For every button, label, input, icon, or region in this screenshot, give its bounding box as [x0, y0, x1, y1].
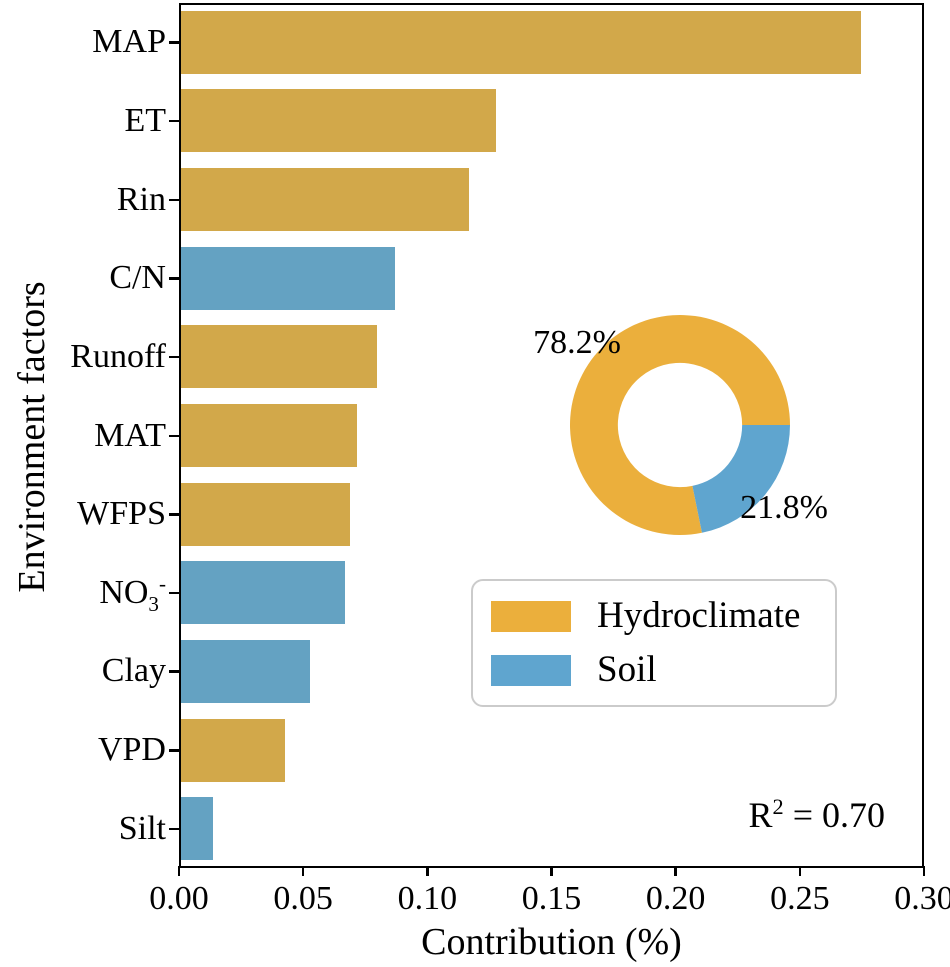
y-tick-label: NO3-	[6, 571, 166, 615]
x-tick-mark	[177, 866, 181, 876]
pie-label-soil: 21.8%	[740, 489, 828, 526]
y-tick-label: ET	[6, 99, 166, 143]
text-fragment: C/N	[109, 259, 166, 297]
y-tick-label: WFPS	[6, 492, 166, 536]
y-tick-label: VPD	[6, 728, 166, 772]
x-tick-mark	[922, 866, 926, 876]
text-fragment: Runoff	[70, 337, 166, 375]
text-fragment: Clay	[101, 652, 166, 690]
x-tick-mark	[301, 866, 305, 876]
text-fragment: R	[748, 795, 773, 835]
text-fragment: VPD	[97, 731, 166, 769]
x-tick-label: 0.25	[770, 880, 830, 917]
donut-svg	[570, 315, 790, 535]
text-fragment: WFPS	[77, 495, 166, 533]
text-fragment: MAT	[94, 416, 166, 454]
r-squared-annotation: R2 = 0.70	[690, 794, 885, 836]
x-tick-mark	[550, 866, 553, 876]
bar-runoff	[181, 325, 377, 389]
x-tick-label: 0.20	[645, 880, 706, 917]
y-tick-mark	[169, 41, 179, 44]
donut-chart	[566, 311, 794, 539]
legend: Hydroclimate Soil	[471, 579, 837, 707]
pie-slice-soil	[692, 425, 790, 533]
y-tick-label: Clay	[6, 649, 166, 693]
text-fragment: ET	[124, 101, 166, 139]
x-tick-mark	[426, 866, 429, 876]
text-fragment: Silt	[118, 809, 166, 847]
x-tick-label: 0.05	[273, 880, 333, 917]
bar-vpd	[181, 718, 285, 782]
y-tick-label: Silt	[6, 807, 166, 851]
pie-slice-hydroclimate	[570, 315, 790, 535]
legend-item: Soil	[491, 649, 817, 691]
legend-item: Hydroclimate	[491, 595, 817, 637]
bar-no3	[181, 561, 345, 625]
y-tick-label: MAP	[6, 20, 166, 64]
plot-area	[179, 3, 924, 868]
bar-wfps	[181, 482, 350, 546]
legend-swatch-hydroclimate	[491, 600, 571, 632]
bar-et	[181, 89, 496, 153]
y-tick-mark	[169, 749, 179, 752]
bar-clay	[181, 639, 310, 703]
y-tick-mark	[169, 670, 179, 673]
legend-label: Soil	[597, 649, 657, 690]
y-tick-mark	[169, 827, 179, 831]
y-tick-label: MAT	[6, 414, 166, 458]
x-tick-label: 0.15	[521, 880, 582, 917]
text-fragment: 3	[148, 591, 159, 616]
bar-map	[181, 10, 861, 74]
x-axis-title: Contribution (%)	[421, 921, 682, 963]
y-tick-mark	[169, 198, 179, 202]
bar-rin	[181, 168, 469, 232]
bar-silt	[181, 797, 213, 861]
y-tick-label: Rin	[6, 178, 166, 222]
y-tick-mark	[169, 119, 179, 123]
text-fragment: NO	[99, 573, 149, 611]
x-tick-mark	[674, 866, 677, 876]
text-fragment: = 0.70	[783, 795, 885, 835]
y-tick-label: C/N	[6, 256, 166, 300]
legend-swatch-soil	[491, 654, 571, 686]
x-tick-label: 0.00	[149, 880, 209, 917]
x-tick-label: 0.30	[894, 880, 950, 917]
text-fragment: Rin	[116, 180, 166, 218]
pie-label-hydroclimate: 78.2%	[533, 324, 621, 361]
y-tick-mark	[169, 513, 179, 516]
y-tick-mark	[169, 434, 179, 437]
text-fragment: -	[158, 571, 166, 596]
text-fragment: MAP	[92, 23, 166, 61]
y-tick-label: Runoff	[6, 335, 166, 379]
y-tick-mark	[169, 591, 179, 595]
text-fragment: 2	[772, 794, 784, 819]
y-tick-mark	[169, 355, 179, 359]
bar-mat	[181, 404, 357, 467]
x-tick-label: 0.10	[397, 880, 458, 917]
bar-cn	[181, 246, 395, 310]
y-tick-mark	[169, 277, 179, 280]
legend-label: Hydroclimate	[597, 595, 801, 636]
x-tick-mark	[798, 866, 802, 876]
